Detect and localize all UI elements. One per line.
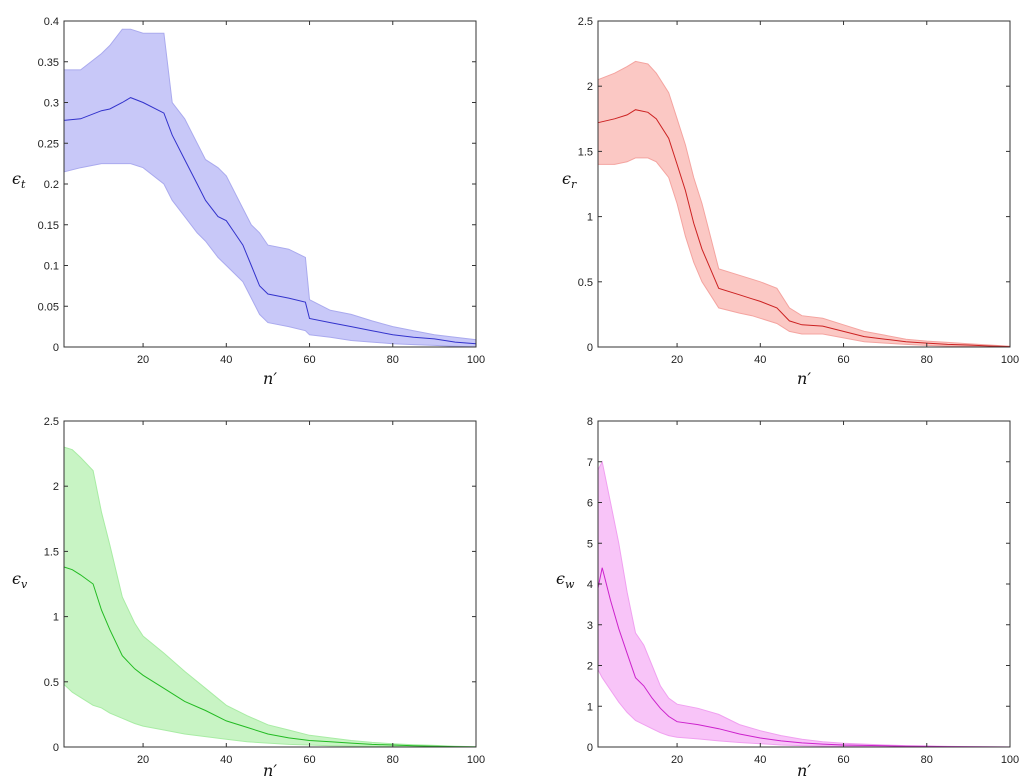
x-tick-label: 80 [387, 354, 399, 366]
y-tick-label: 1 [587, 701, 593, 713]
y-tick-label: 0.1 [44, 261, 59, 273]
confidence-band [597, 60, 1011, 348]
y-tick-label: 0 [53, 742, 59, 754]
y-tick-label: 0.4 [44, 16, 59, 28]
x-tick-label: 60 [837, 354, 849, 366]
axes: 20 40 60 80 100 0 0.05 0.1 0.15 0.2 0.25 0.3 0.35 0.4 [38, 16, 486, 366]
y-tick-label: 0.25 [38, 138, 59, 150]
x-tick-label: 20 [137, 354, 149, 366]
y-axis-label: ϵr [562, 169, 577, 191]
x-tick-label: 80 [387, 754, 399, 766]
x-axis-label: n′ [263, 369, 277, 388]
y-tick-label: 6 [587, 498, 593, 510]
plot-area [597, 60, 1011, 348]
y-tick-label: 1.5 [44, 546, 59, 558]
y-tick-label: 7 [587, 457, 593, 469]
y-tick-label: 3 [587, 620, 593, 632]
y-axis-label-main: ϵ [556, 569, 565, 588]
x-tick-label: 100 [1001, 354, 1019, 366]
x-tick-label: 80 [921, 754, 933, 766]
y-tick-label: 0 [587, 742, 593, 754]
y-tick-label: 8 [587, 416, 593, 428]
y-tick-label: 4 [587, 579, 593, 591]
x-tick-label: 100 [1001, 754, 1019, 766]
y-tick-label: 1 [53, 612, 59, 624]
axes: 20 40 60 80 100 0 0.5 1 1.5 2 2.5 [44, 416, 485, 766]
y-tick-label: 0.3 [44, 98, 59, 110]
y-tick-label: 1 [587, 212, 593, 224]
y-tick-label: 2 [53, 481, 59, 493]
chart-panel-epsilon-v: 20 40 60 80 100 0 0.5 1 1.5 2 2.5 n′ ϵv [12, 416, 485, 780]
plot-area [597, 460, 1011, 748]
y-tick-label: 0 [53, 342, 59, 354]
y-tick-label: 1.5 [578, 146, 593, 158]
y-axis-label: ϵw [556, 569, 575, 591]
x-axis-label: n′ [263, 761, 277, 780]
plot-frame [63, 420, 477, 748]
y-tick-label: 0 [587, 342, 593, 354]
chart-panel-epsilon-w: 20 40 60 80 100 0 1 2 3 4 5 6 7 8 n′ ϵw [556, 416, 1019, 780]
y-tick-label: 0.5 [44, 677, 59, 689]
x-tick-label: 40 [754, 754, 766, 766]
y-tick-label: 0.5 [578, 277, 593, 289]
chart-panel-epsilon-t: 20 40 60 80 100 0 0.05 0.1 0.15 0.2 0.25 0.3 0.35 0.4… [12, 16, 485, 388]
x-tick-label: 60 [303, 754, 315, 766]
y-tick-label: 0.05 [38, 301, 59, 313]
x-tick-label: 100 [467, 354, 485, 366]
x-tick-label: 20 [137, 754, 149, 766]
y-tick-label: 2.5 [44, 416, 59, 428]
y-axis-label-sub: w [565, 578, 575, 591]
y-tick-label: 0.15 [38, 220, 59, 232]
y-tick-label: 5 [587, 538, 593, 550]
y-tick-label: 0.2 [44, 179, 59, 191]
x-tick-label: 20 [671, 754, 683, 766]
y-axis-label-sub: t [21, 178, 26, 191]
y-axis-label-main: ϵ [562, 169, 571, 188]
x-tick-label: 40 [220, 754, 232, 766]
x-tick-label: 100 [467, 754, 485, 766]
mean-line [597, 109, 1011, 348]
plot-frame [597, 20, 1011, 348]
y-tick-label: 2.5 [578, 16, 593, 28]
x-tick-label: 60 [303, 354, 315, 366]
plot-area [63, 446, 477, 748]
y-axis-label-main: ϵ [12, 169, 21, 188]
y-axis-label-sub: r [571, 178, 577, 191]
confidence-band [597, 460, 1011, 748]
x-axis-label: n′ [797, 369, 811, 388]
mean-line [63, 97, 477, 345]
axes: 20 40 60 80 100 0 1 2 3 4 5 6 7 8 [587, 416, 1019, 766]
y-tick-label: 2 [587, 661, 593, 673]
y-axis-label-sub: v [21, 578, 28, 591]
x-tick-label: 20 [671, 354, 683, 366]
chart-panel-epsilon-r: 20 40 60 80 100 0 0.5 1 1.5 2 2.5 n′ ϵr [562, 16, 1019, 388]
y-tick-label: 2 [587, 81, 593, 93]
confidence-band [63, 28, 477, 348]
y-tick-label: 0.35 [38, 57, 59, 69]
x-tick-label: 40 [220, 354, 232, 366]
x-tick-label: 80 [921, 354, 933, 366]
x-tick-label: 60 [837, 754, 849, 766]
axes: 20 40 60 80 100 0 0.5 1 1.5 2 2.5 [578, 16, 1019, 366]
y-axis-label: ϵv [12, 569, 28, 591]
confidence-band [63, 446, 477, 748]
x-axis-label: n′ [797, 761, 811, 780]
x-tick-label: 40 [754, 354, 766, 366]
mean-line [597, 567, 1011, 748]
plot-area [63, 28, 477, 348]
y-axis-label: ϵt [12, 169, 26, 191]
y-axis-label-main: ϵ [12, 569, 21, 588]
